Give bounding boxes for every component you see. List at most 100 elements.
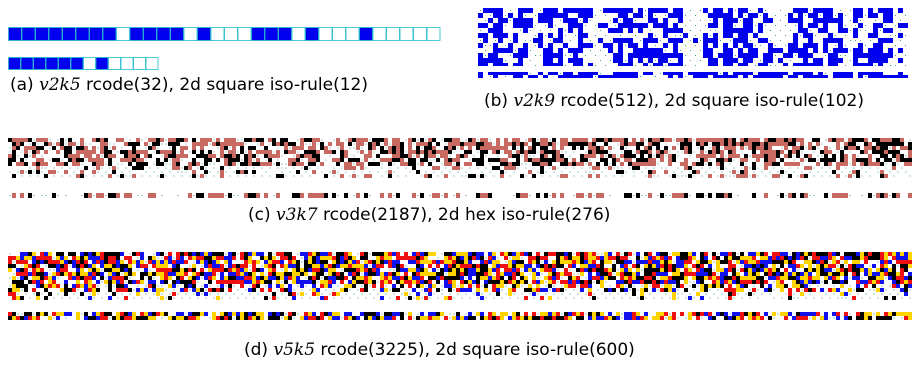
ca-cell (764, 146, 768, 150)
ca-cell (560, 146, 564, 150)
grid-dot (633, 261, 635, 263)
ca-cell (578, 23, 583, 28)
ca-cell (412, 288, 416, 292)
ca-cell (712, 154, 716, 158)
ca-cell (856, 268, 860, 272)
ca-cell (548, 43, 553, 48)
ca-cell (656, 268, 660, 272)
ca-cell (736, 260, 740, 264)
ca-cell (704, 268, 708, 272)
ca-cell (788, 193, 792, 198)
ca-cell (356, 264, 360, 268)
ca-cell (600, 284, 604, 288)
ca-cell (360, 276, 364, 280)
grid-dot (197, 281, 199, 283)
ca-cell (732, 292, 736, 296)
grid-dot (385, 285, 387, 287)
ca-cell (288, 292, 292, 296)
ca-cell (88, 280, 92, 284)
ca-cell (752, 272, 756, 276)
ca-cell (336, 256, 340, 260)
grid-dot (57, 277, 59, 279)
ca-cell (716, 268, 720, 272)
grid-dot (693, 289, 695, 291)
ca-cell (70, 57, 84, 70)
ca-cell (700, 288, 704, 292)
ca-cell (520, 146, 524, 150)
grid-dot (181, 167, 183, 169)
grid-dot (821, 175, 823, 177)
ca-cell (720, 280, 724, 284)
ca-cell (380, 264, 384, 268)
ca-cell (752, 288, 756, 292)
ca-cell (32, 272, 36, 276)
ca-cell (764, 150, 768, 154)
ca-cell (844, 193, 848, 198)
grid-dot (185, 293, 187, 295)
ca-cell (108, 154, 112, 158)
grid-dot (905, 65, 906, 66)
grid-dot (245, 289, 247, 291)
ca-cell (40, 252, 44, 256)
ca-cell (516, 193, 520, 198)
grid-dot (613, 147, 615, 149)
grid-dot (693, 151, 695, 153)
grid-dot (840, 55, 841, 56)
grid-dot (361, 159, 363, 161)
ca-cell (664, 284, 668, 288)
ca-cell (88, 296, 92, 300)
ca-cell (300, 193, 304, 198)
ca-cell (324, 284, 328, 288)
grid-dot (121, 171, 123, 173)
ca-cell (643, 53, 648, 58)
ca-cell (824, 268, 828, 272)
ca-cell (844, 252, 848, 256)
ca-cell (878, 8, 883, 13)
ca-cell (483, 58, 488, 63)
grid-dot (121, 273, 123, 275)
ca-cell (616, 272, 620, 276)
ca-cell (772, 312, 776, 316)
grid-dot (585, 293, 587, 295)
grid-dot (385, 147, 387, 149)
grid-dot (717, 175, 719, 177)
ca-cell (272, 296, 276, 300)
ca-cell (878, 48, 883, 53)
ca-cell (432, 154, 436, 158)
grid-dot (715, 30, 716, 31)
ca-cell (580, 264, 584, 268)
ca-cell (288, 312, 292, 316)
ca-cell (752, 138, 756, 142)
grid-dot (877, 167, 879, 169)
grid-dot (615, 25, 616, 26)
grid-dot (561, 171, 563, 173)
ca-cell (260, 272, 264, 276)
ca-cell (578, 63, 583, 66)
ca-cell (684, 162, 688, 166)
ca-cell (204, 312, 208, 316)
grid-dot (561, 285, 563, 287)
ca-cell (228, 276, 232, 280)
grid-dot (545, 285, 547, 287)
ca-cell (660, 288, 664, 292)
ca-cell (892, 256, 896, 260)
ca-cell (508, 288, 512, 292)
ca-cell (852, 162, 856, 166)
ca-cell (812, 280, 816, 284)
ca-cell (744, 142, 748, 146)
ca-cell (328, 280, 332, 284)
grid-dot (535, 55, 536, 56)
ca-cell (108, 296, 112, 300)
grid-dot (141, 297, 143, 299)
ca-cell (436, 158, 440, 162)
grid-dot (625, 147, 627, 149)
grid-dot (705, 163, 707, 165)
grid-dot (157, 297, 159, 299)
ca-cell (444, 260, 448, 264)
ca-cell (598, 23, 603, 28)
ca-cell (778, 72, 783, 75)
grid-dot (269, 143, 271, 145)
grid-dot (365, 297, 367, 299)
ca-cell (228, 272, 232, 276)
grid-dot (473, 293, 475, 295)
